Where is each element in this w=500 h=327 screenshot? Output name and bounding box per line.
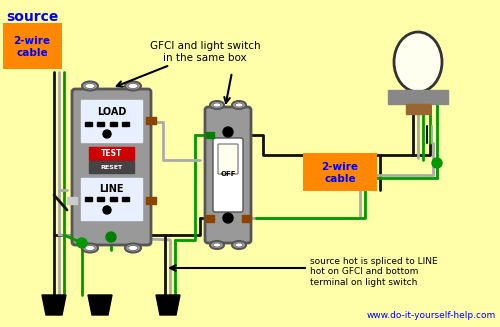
Polygon shape (156, 295, 180, 315)
Circle shape (223, 127, 233, 137)
Bar (110, 122, 117, 126)
Bar (85, 122, 92, 126)
Text: LOAD: LOAD (97, 107, 126, 117)
Circle shape (103, 130, 111, 138)
Bar (81, 100, 142, 142)
Ellipse shape (232, 241, 246, 249)
Text: LINE: LINE (99, 184, 124, 194)
Polygon shape (88, 295, 112, 315)
Bar (89, 161, 134, 173)
Bar (97, 122, 104, 126)
Text: www.do-it-yourself-help.com: www.do-it-yourself-help.com (367, 311, 496, 320)
Ellipse shape (125, 81, 141, 91)
Ellipse shape (85, 246, 95, 250)
Bar (110, 197, 117, 201)
Text: source hot is spliced to LINE
hot on GFCI and bottom
terminal on light switch: source hot is spliced to LINE hot on GFC… (310, 257, 438, 287)
Bar (81, 178, 142, 220)
Bar (85, 197, 92, 201)
Ellipse shape (235, 103, 243, 107)
Ellipse shape (82, 244, 98, 252)
Bar (67, 197, 77, 204)
Circle shape (432, 158, 442, 168)
FancyBboxPatch shape (205, 107, 251, 243)
FancyBboxPatch shape (303, 153, 377, 191)
Polygon shape (42, 295, 66, 315)
Ellipse shape (210, 241, 224, 249)
Ellipse shape (232, 101, 246, 109)
Bar (122, 122, 129, 126)
Bar (146, 117, 156, 124)
FancyBboxPatch shape (72, 89, 151, 245)
Bar (97, 197, 104, 201)
Text: TEST: TEST (101, 149, 122, 159)
Ellipse shape (125, 244, 141, 252)
Ellipse shape (235, 243, 243, 247)
Text: OFF: OFF (220, 171, 236, 177)
Bar (242, 215, 250, 222)
Bar (89, 147, 134, 160)
Ellipse shape (128, 83, 138, 89)
Ellipse shape (128, 246, 138, 250)
Text: source: source (6, 10, 58, 24)
Ellipse shape (394, 32, 442, 92)
FancyBboxPatch shape (213, 138, 243, 212)
FancyBboxPatch shape (3, 23, 62, 69)
Bar (206, 215, 214, 222)
Ellipse shape (213, 243, 221, 247)
Bar (406, 104, 430, 114)
Bar (146, 197, 156, 204)
Ellipse shape (210, 101, 224, 109)
Ellipse shape (85, 83, 95, 89)
Text: GFCI and light switch
in the same box: GFCI and light switch in the same box (150, 41, 260, 63)
Text: RESET: RESET (100, 165, 122, 170)
Bar (388, 90, 448, 104)
Text: 2-wire
cable: 2-wire cable (322, 162, 358, 184)
Circle shape (106, 232, 116, 242)
Bar (122, 197, 129, 201)
Ellipse shape (213, 103, 221, 107)
FancyBboxPatch shape (218, 144, 238, 174)
Text: 2-wire
cable: 2-wire cable (14, 36, 51, 58)
Bar (206, 132, 214, 138)
Circle shape (223, 213, 233, 223)
Ellipse shape (82, 81, 98, 91)
Circle shape (77, 238, 87, 248)
Circle shape (103, 206, 111, 214)
